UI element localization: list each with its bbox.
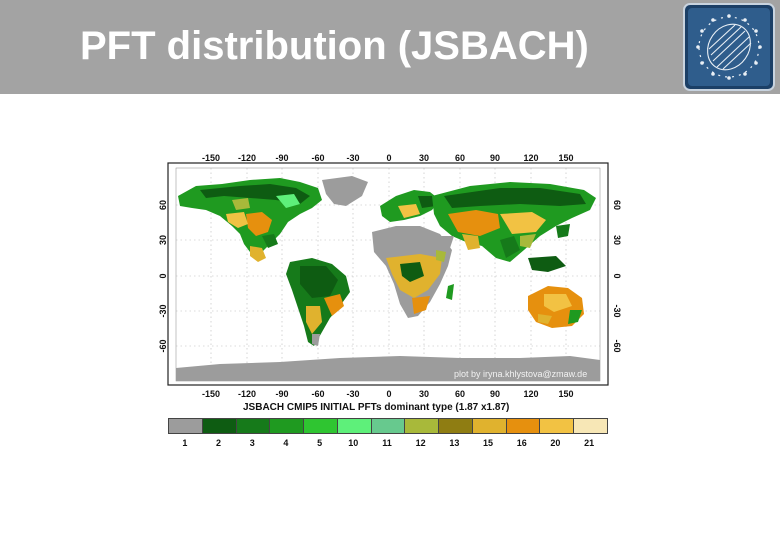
legend-label: 5 [317,438,323,448]
lon-tick-bottom: -30 [346,389,360,399]
legend-label: 21 [584,438,595,448]
legend-swatch [574,419,607,433]
lon-tick-top: -120 [237,153,257,163]
lon-tick-bottom: 30 [418,389,430,399]
legend-label: 3 [249,438,255,448]
slide-title: PFT distribution (JSBACH) [80,24,589,68]
legend-label: 13 [449,438,460,448]
legend-swatch [506,419,541,433]
map-caption: JSBACH CMIP5 INITIAL PFTs dominant type … [243,402,510,413]
lon-tick-bottom: 150 [558,389,574,399]
lon-tick-top: -150 [201,153,221,163]
lon-tick-bottom: -60 [311,389,325,399]
lat-tick-left: -60 [158,339,168,353]
lon-tick-bottom: -90 [275,389,289,399]
lat-tick-left: 30 [158,234,168,246]
globe-logo-icon [683,3,775,91]
plot-credit: plot by iryna.khlystova@zmaw.de [454,369,588,379]
legend-swatch [236,419,271,433]
legend-label: 4 [283,438,289,448]
lat-tick-left: 0 [158,273,168,279]
legend-label: 1 [182,438,188,448]
lon-tick-bottom: 90 [489,389,501,399]
lon-tick-top: 120 [523,153,539,163]
pft-legend-labels: 1 2 3 4 5 10 11 12 13 15 16 20 21 [168,438,606,448]
lon-tick-top: -90 [275,153,289,163]
lon-tick-bottom: 120 [523,389,539,399]
legend-label: 15 [483,438,494,448]
pft-legend [168,418,608,434]
legend-swatch [169,419,203,433]
lon-tick-bottom: 0 [386,389,392,399]
lon-tick-bottom: -120 [237,389,257,399]
lon-tick-top: -60 [311,153,325,163]
lon-tick-top: 0 [386,153,392,163]
legend-swatch [337,419,372,433]
lon-tick-bottom: -150 [201,389,221,399]
lat-tick-left: 60 [158,199,168,211]
legend-label: 20 [550,438,561,448]
legend-swatch [270,419,305,433]
legend-swatch [472,419,507,433]
legend-label: 16 [516,438,527,448]
legend-swatch [540,419,575,433]
lat-tick-right: 60 [612,199,622,211]
lon-tick-top: 90 [489,153,501,163]
greenland [322,176,368,206]
legend-label: 11 [382,438,392,448]
legend-swatch [405,419,440,433]
lon-tick-bottom: 60 [454,389,466,399]
legend-swatch [304,419,338,433]
lon-tick-top: -30 [346,153,360,163]
legend-swatch [439,419,473,433]
slide-header: PFT distribution (JSBACH) [0,0,780,94]
legend-swatch [202,419,237,433]
legend-label: 2 [216,438,222,448]
lat-tick-right: -30 [612,304,622,318]
legend-swatch [371,419,406,433]
antarctica [176,356,600,381]
legend-label: 12 [415,438,426,448]
lon-tick-top: 30 [418,153,430,163]
lat-tick-left: -30 [158,304,168,318]
lat-tick-right: -60 [612,339,622,353]
lon-tick-top: 150 [558,153,574,163]
lat-tick-right: 0 [612,273,622,279]
lat-tick-right: 30 [612,234,622,246]
lon-tick-top: 60 [454,153,466,163]
legend-label: 10 [348,438,359,448]
